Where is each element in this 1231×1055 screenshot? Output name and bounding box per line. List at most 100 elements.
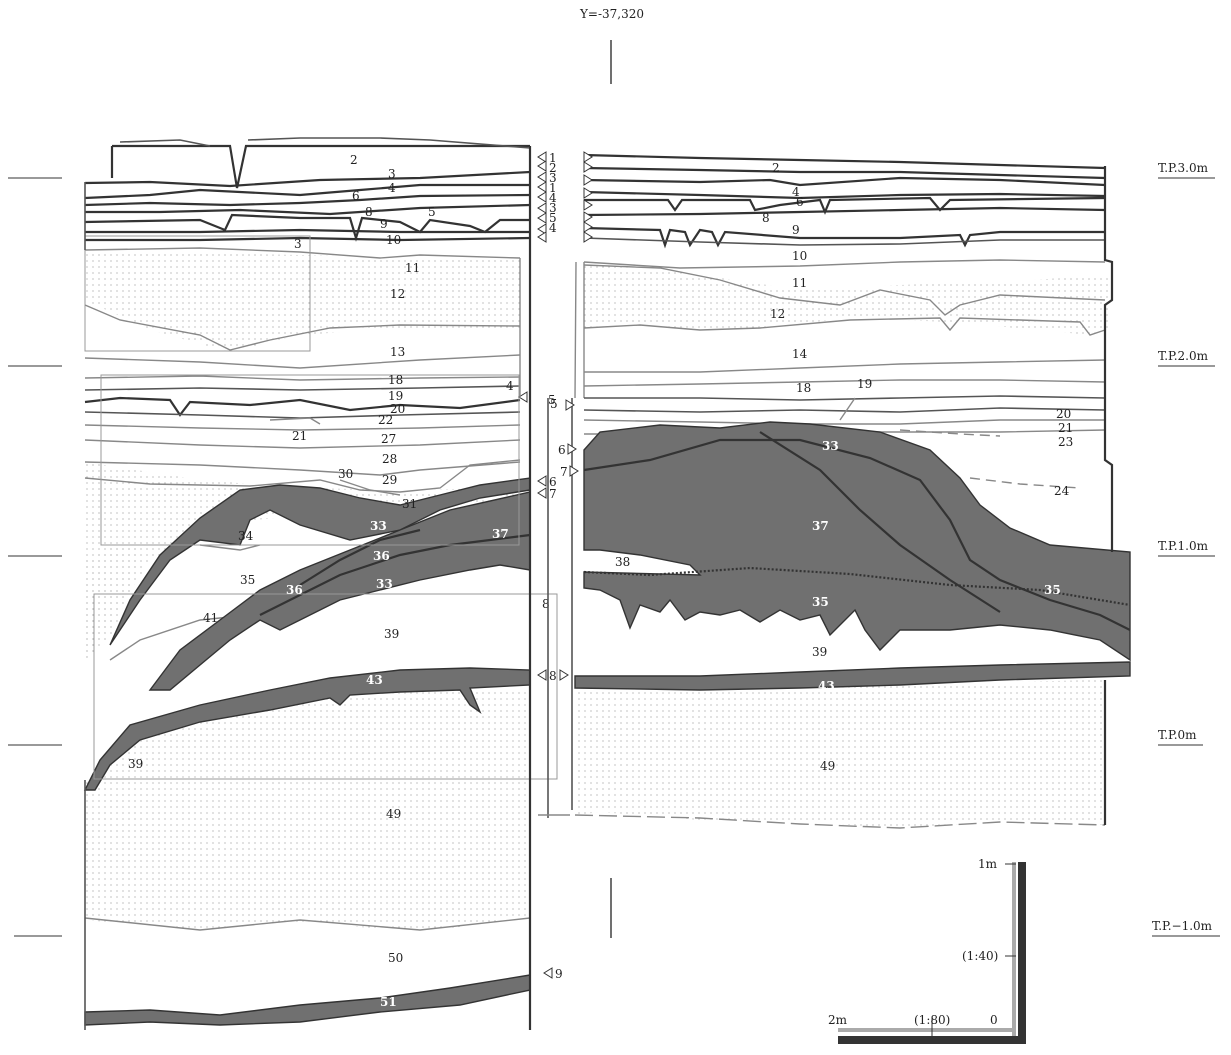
layer-label: 14 [792, 347, 808, 361]
boundary-line [583, 206, 1106, 217]
layer-label: 5 [428, 205, 436, 219]
marker-label: 8 [549, 669, 557, 683]
layer-label: 11 [405, 261, 420, 275]
boundary-line [583, 237, 1105, 246]
boundary-line [84, 411, 521, 419]
boundary-line [84, 385, 521, 391]
layer-label: 49 [820, 759, 835, 773]
boundary-line [84, 304, 521, 351]
dark-layer-label: 36 [373, 549, 390, 563]
marker-label: 6 [549, 475, 557, 489]
layer-label: 19 [857, 377, 872, 391]
boundary-line [84, 917, 531, 931]
layer-label: 24 [1054, 484, 1070, 498]
layer-label: 23 [1058, 435, 1073, 449]
boundary-line [84, 170, 531, 188]
layer-label: 31 [402, 497, 417, 511]
boundary-line [583, 176, 1106, 187]
left-top-boundary [110, 144, 530, 189]
elevation-label: T.P.2.0m [1158, 349, 1209, 363]
boundary-line [583, 153, 1106, 170]
layer-label: 10 [792, 249, 807, 263]
boundary-line [85, 228, 530, 234]
dark-layer-43-right [574, 661, 1131, 691]
dark-layer-label: 36 [286, 583, 303, 597]
boundary-line [85, 236, 531, 242]
layer-label: 39 [384, 627, 399, 641]
dotted-layer-upper [85, 462, 520, 660]
layer-label: 22 [378, 413, 393, 427]
marker-label: 9 [555, 967, 563, 981]
marker-label: 2 [549, 161, 557, 175]
marker-label: 5 [549, 211, 557, 225]
layer-label: 11 [792, 276, 807, 290]
dark-layer-37 [148, 491, 531, 691]
layer-label: 41 [203, 611, 218, 625]
marker-label: 3 [549, 171, 557, 185]
layer-label: 29 [382, 473, 397, 487]
dark-layer-label: 37 [492, 527, 509, 541]
layer-label: 2 [772, 161, 780, 175]
dark-layer-label: 51 [380, 995, 397, 1009]
layer-label: 39 [812, 645, 827, 659]
dark-layer-label: 35 [812, 595, 829, 609]
layer-label: 8 [365, 205, 373, 219]
dark-layer-inner-line [759, 431, 1001, 613]
marker-label: 5 [550, 397, 558, 411]
boundary-line [969, 477, 1081, 489]
scale-label-vertical: (1:40) [962, 949, 998, 963]
detail-box [84, 235, 311, 352]
boundary-line [199, 544, 261, 551]
marker-label: 5 [548, 393, 556, 407]
layer-label: 50 [388, 951, 403, 965]
right-panel: 2 4 6 8 9 10 11 12 14 18 19 20 21 23 24 … [574, 153, 1131, 829]
layer-label: 9 [792, 223, 800, 237]
marker-label: 7 [549, 487, 557, 501]
dark-layer-51 [84, 974, 531, 1026]
layer-label: 39 [128, 757, 143, 771]
left-panel: 3 4 8 2 3 6 4 5 8 9 10 11 12 13 18 19 20… [83, 137, 558, 1030]
layer-label: 20 [1056, 407, 1071, 421]
layer-label: 34 [238, 529, 254, 543]
scale-bar: 1m (1:40) 2m (1:80) 0 [828, 857, 1026, 1044]
boundary-line [84, 247, 521, 259]
layer-label: 35 [240, 573, 255, 587]
left-markers: 1 2 3 1 4 3 5 4 5 6 7 8 9 [518, 151, 563, 981]
dark-layer-inner-line [583, 566, 1131, 607]
marker-label: 3 [549, 201, 557, 215]
dotted-layer-49 [85, 690, 530, 932]
layer-label: 10 [386, 233, 401, 247]
layer-label: 49 [386, 807, 401, 821]
dark-layer-label: 37 [812, 519, 829, 533]
boundary-line [84, 213, 530, 242]
marker-label: 7 [560, 465, 568, 479]
boundary-line [584, 395, 1106, 401]
scale-label-2m: 2m [828, 1013, 848, 1027]
layer-label: 21 [292, 429, 307, 443]
elevation-ticks [8, 177, 62, 937]
layer-label: 12 [770, 307, 785, 321]
right-panel-edge [1103, 166, 1114, 825]
boundary-line [583, 264, 1106, 316]
box-label: 3 [294, 237, 302, 251]
layer-label: 28 [382, 452, 397, 466]
layer-label: 19 [388, 389, 403, 403]
detail-box [100, 374, 520, 546]
dotted-layer-12 [85, 252, 520, 352]
dotted-layer-12-right [584, 265, 1110, 335]
layer-label: 4 [792, 185, 800, 199]
boundary-line [839, 397, 856, 421]
elevation-label: T.P.1.0m [1158, 539, 1209, 553]
box-label: 4 [506, 379, 514, 393]
marker-label: 1 [549, 151, 557, 165]
layer-label: 38 [615, 555, 630, 569]
dark-layer-label: 43 [818, 679, 835, 693]
dark-layer-label: 33 [370, 519, 387, 533]
layer-label: 2 [350, 153, 358, 167]
boundary-line [84, 461, 521, 476]
dotted-layer-49-right [575, 680, 1105, 828]
elevation-label: T.P.−1.0m [1152, 919, 1213, 933]
layer-label: 21 [1058, 421, 1073, 435]
elevation-label: T.P.0m [1158, 728, 1197, 742]
